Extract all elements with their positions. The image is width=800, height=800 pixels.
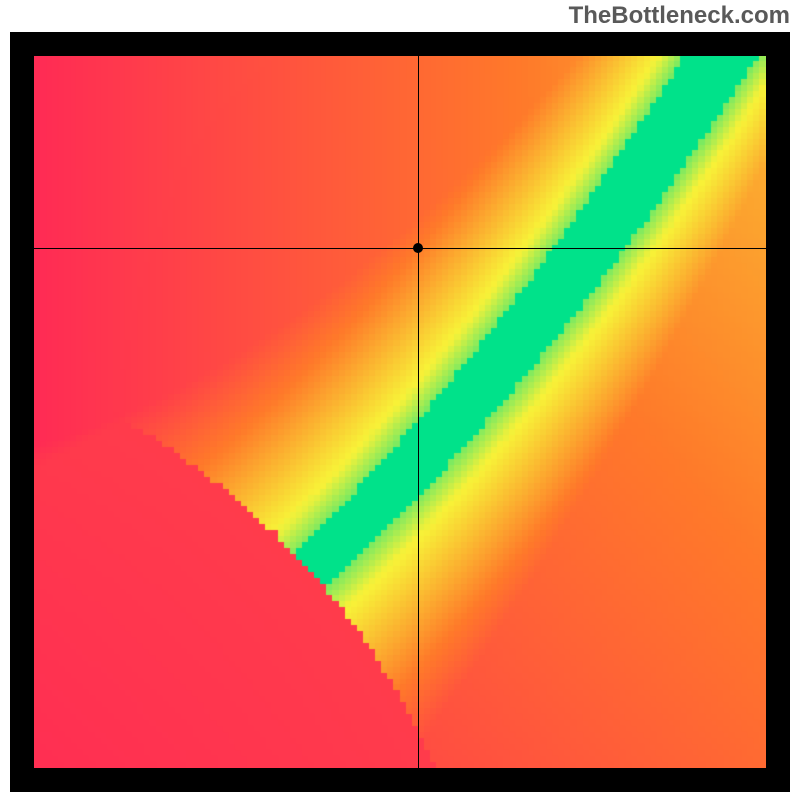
chart-container: TheBottleneck.com bbox=[0, 0, 800, 800]
heatmap-canvas bbox=[34, 56, 766, 768]
crosshair-marker bbox=[413, 243, 423, 253]
watermark-text: TheBottleneck.com bbox=[569, 2, 790, 30]
crosshair-horizontal bbox=[34, 248, 766, 249]
crosshair-vertical bbox=[418, 56, 419, 768]
plot-frame bbox=[10, 32, 790, 792]
